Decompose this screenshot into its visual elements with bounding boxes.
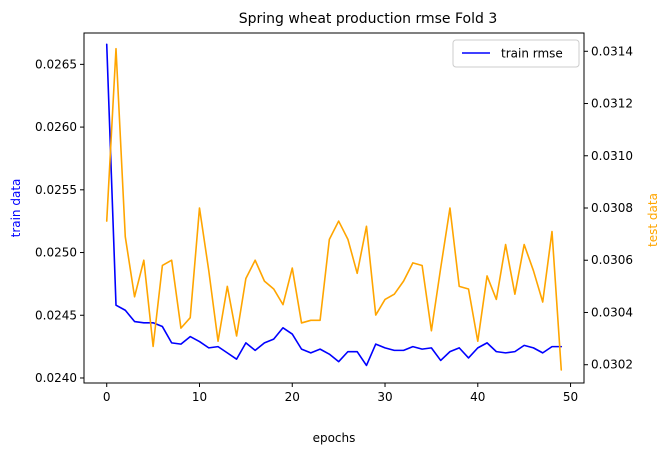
- y-right-tick-label: 0.0304: [591, 305, 633, 319]
- x-tick-label: 20: [285, 390, 300, 404]
- train-rmse-line: [105, 43, 563, 367]
- y-left-axis-label: train data: [9, 179, 23, 238]
- y-right-tick-label: 0.0306: [591, 253, 633, 267]
- y-right-tick-label: 0.0314: [591, 44, 633, 58]
- legend-box: [452, 39, 580, 68]
- x-axis-label: epochs: [313, 431, 356, 445]
- legend: train rmse: [452, 39, 580, 68]
- y-right-tick-label: 0.0302: [591, 358, 633, 372]
- y-left-tick-label: 0.0240: [35, 371, 77, 385]
- y-left-tick-label: 0.0265: [35, 57, 77, 71]
- x-tick-label: 50: [563, 390, 578, 404]
- series-layer: [105, 43, 563, 371]
- plot-area-frame: [83, 32, 585, 384]
- legend-label-train: train rmse: [501, 47, 563, 61]
- test-rmse-line: [105, 47, 563, 371]
- x-tick-label: 30: [377, 390, 392, 404]
- y-left-tick-label: 0.0250: [35, 246, 77, 260]
- y-left-tick-label: 0.0260: [35, 120, 77, 134]
- y-left-axis-ticks: 0.0240 0.0245 0.0250 0.0255 0.0260 0.0265: [35, 57, 84, 385]
- y-right-axis-ticks: 0.0302 0.0304 0.0306 0.0308 0.0310 0.0312 0.03…: [584, 44, 633, 372]
- y-right-tick-label: 0.0312: [591, 97, 633, 111]
- x-tick-label: 0: [103, 390, 111, 404]
- x-axis-ticks: 0 10 20 30 40 50: [103, 383, 578, 404]
- y-left-tick-label: 0.0245: [35, 308, 77, 322]
- y-right-axis-label: test data: [646, 193, 660, 247]
- x-tick-label: 40: [470, 390, 485, 404]
- chart-title: Spring wheat production rmse Fold 3: [239, 11, 497, 27]
- y-right-tick-label: 0.0308: [591, 201, 633, 215]
- y-left-tick-label: 0.0255: [35, 183, 77, 197]
- y-right-tick-label: 0.0310: [591, 149, 633, 163]
- x-tick-label: 10: [192, 390, 207, 404]
